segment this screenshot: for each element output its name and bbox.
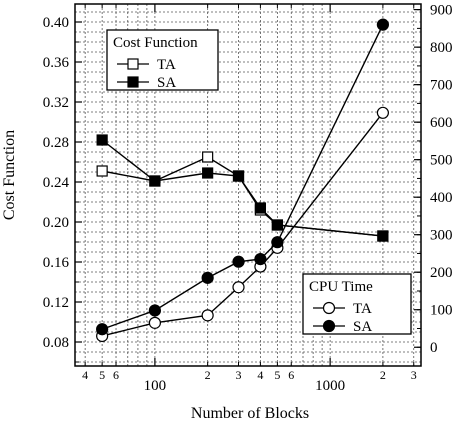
data-point-cpu-time-sa: [232, 255, 245, 268]
legend-cpu-time: CPU Time TA SA: [302, 273, 412, 335]
y2-tick-label: 400: [430, 190, 453, 206]
series-line-cost-function-ta: [102, 156, 383, 237]
series-layer: [96, 18, 389, 343]
y-tick-label: 0.12: [43, 295, 69, 311]
data-point-cpu-time-sa: [271, 236, 284, 249]
data-point-cpu-time-sa: [148, 304, 161, 317]
data-point-cost-function-ta: [96, 165, 108, 177]
data-point-cpu-time-ta: [376, 106, 389, 119]
data-point-cost-function-sa: [149, 175, 161, 187]
legend-entry-label: SA: [353, 319, 372, 335]
y-tick-label: 0.16: [43, 255, 70, 271]
y2-tick-label: 300: [430, 228, 453, 244]
plot-frame: [74, 3, 422, 367]
data-point-cpu-time-sa: [96, 323, 109, 336]
legend-entry-label: TA: [157, 57, 176, 73]
data-point-cpu-time-sa: [254, 252, 267, 266]
x-minor-tick-label: 5: [99, 368, 105, 382]
data-point-cost-function-sa: [96, 134, 108, 146]
data-point-cpu-time-ta: [148, 316, 161, 329]
y2-tick-label: 200: [430, 265, 453, 281]
x-minor-tick-label: 3: [411, 368, 417, 382]
series-cost-function-ta: [96, 151, 389, 242]
data-point-cost-function-sa: [202, 167, 214, 179]
x-minor-tick-label: 6: [113, 368, 119, 382]
legend-marker: [127, 76, 139, 88]
axes: 0.08 0.12 0.16 0.20 0.24 0.28 0.32 0.36 0.40 0 100…: [43, 3, 453, 394]
y-tick-label: 0.24: [43, 175, 70, 191]
x-minor-tick-label: 2: [205, 368, 211, 382]
x-tick-label: 1000: [315, 378, 345, 394]
x-minor-tick-label: 2: [380, 368, 386, 382]
legend-marker: [322, 319, 336, 333]
legend-cost-function: Cost Function TA SA: [106, 29, 219, 91]
y2-tick-label: 900: [430, 3, 453, 19]
data-point-cpu-time-sa: [376, 18, 389, 31]
data-point-cost-function-sa: [377, 230, 389, 242]
y2-tick-label: 500: [430, 153, 453, 169]
x-tick-label: 100: [144, 378, 167, 394]
y-tick-label: 0.32: [43, 95, 69, 111]
legend-box: [302, 273, 412, 335]
y-tick-label: 0.20: [43, 215, 69, 231]
legend-marker: [127, 58, 139, 70]
x-minor-tick-label: 4: [82, 368, 88, 382]
legend-marker: [322, 301, 336, 315]
data-point-cpu-time-ta: [201, 309, 214, 322]
legends: Cost Function TA SA CPU Time TA SA: [106, 29, 412, 335]
y2-tick-label: 100: [430, 303, 453, 319]
y-tick-label: 0.28: [43, 135, 69, 151]
series-cpu-time-sa: [96, 18, 389, 336]
data-point-cost-function-sa: [271, 219, 283, 231]
y2-tick-label: 600: [430, 115, 453, 131]
y-tick-label: 0.40: [43, 15, 69, 31]
y-tick-label: 0.36: [43, 55, 70, 71]
x-minor-tick-label: 6: [288, 368, 294, 382]
legend-title: CPU Time: [309, 279, 373, 295]
data-point-cost-function-ta: [202, 151, 214, 163]
legend-entry-label: SA: [157, 75, 176, 91]
legend-box: [106, 29, 219, 91]
y-tick-label: 0.08: [43, 335, 69, 351]
y2-tick-label: 800: [430, 40, 453, 56]
series-cost-function-sa: [96, 134, 389, 242]
data-point-cpu-time-ta: [232, 281, 245, 294]
legend-entry-label: TA: [353, 301, 372, 317]
data-point-cpu-time-sa: [201, 271, 214, 284]
x-axis-label: Number of Blocks: [191, 405, 309, 422]
x-minor-tick-label: 5: [274, 368, 280, 382]
x-minor-tick-label: 3: [236, 368, 242, 382]
y2-tick-label: 0: [430, 340, 438, 356]
data-point-cost-function-sa: [232, 170, 245, 182]
y-axis-label: Cost Function: [1, 130, 18, 220]
y2-tick-label: 700: [430, 78, 453, 94]
x-minor-tick-label: 4: [257, 368, 263, 382]
data-point-cost-function-sa: [254, 202, 267, 214]
legend-title: Cost Function: [113, 35, 198, 51]
